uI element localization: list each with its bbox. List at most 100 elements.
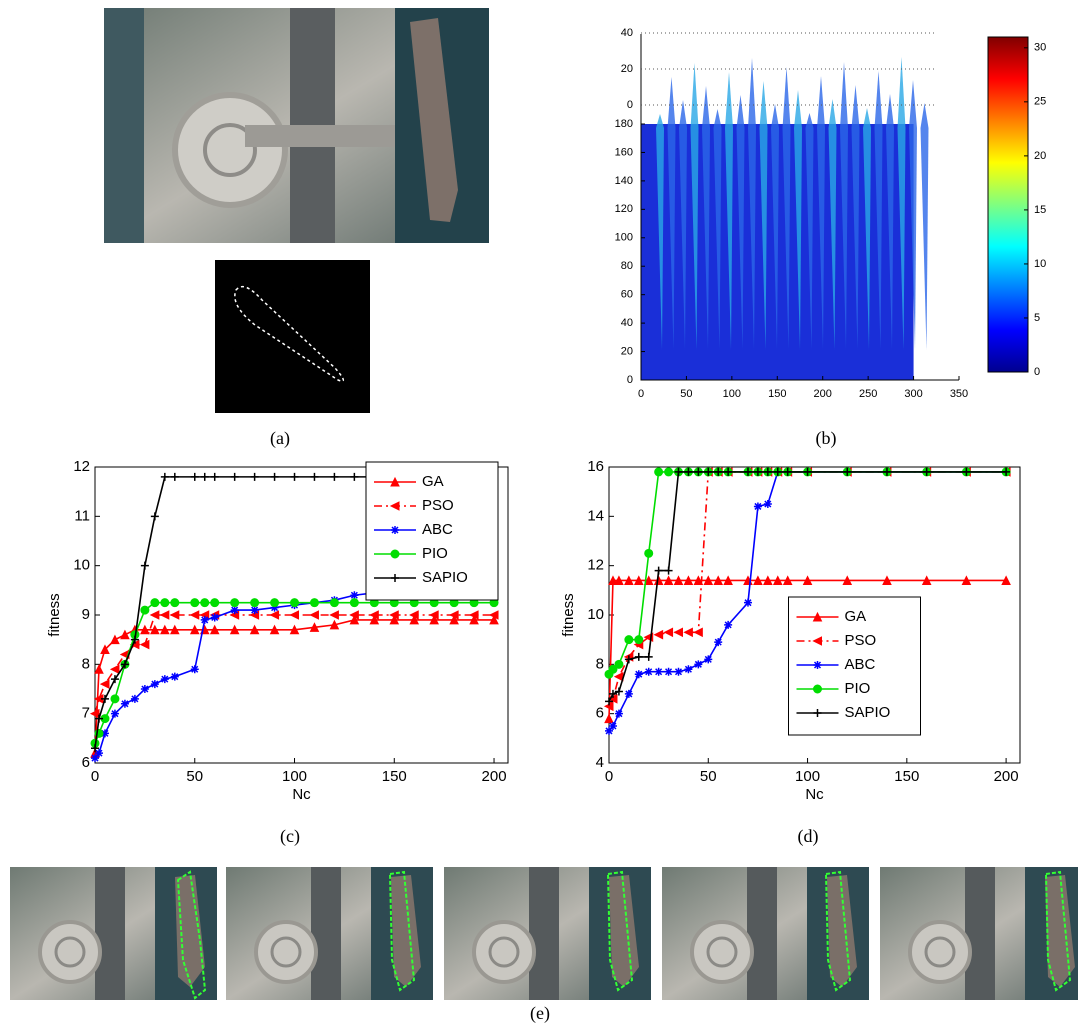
marker (150, 598, 160, 608)
legend-marker (391, 526, 399, 534)
marker (210, 613, 219, 622)
marker (704, 655, 713, 664)
x-tick-label: 200 (482, 768, 507, 785)
z-tick-label: 20 (621, 63, 633, 75)
legend-marker (389, 501, 400, 511)
surface-peaks (656, 114, 664, 350)
marker (270, 598, 280, 608)
marker (653, 629, 664, 640)
x-tick-label: 200 (814, 388, 832, 400)
legend-label: PIO (845, 680, 871, 697)
marker (782, 575, 793, 585)
marker (614, 659, 624, 669)
marker (94, 714, 103, 723)
marker (634, 635, 644, 645)
marker (170, 672, 179, 681)
marker (289, 624, 300, 635)
marker (200, 598, 210, 608)
marker (249, 624, 260, 635)
marker (614, 687, 623, 696)
marker (210, 472, 219, 481)
marker (200, 472, 209, 481)
marker (693, 627, 703, 638)
marker (608, 722, 617, 730)
marker (694, 467, 703, 476)
marker (614, 709, 623, 718)
marker (449, 614, 459, 625)
marker (624, 575, 634, 585)
marker (624, 655, 633, 664)
marker (309, 598, 319, 608)
marker (921, 575, 932, 585)
legend-marker (813, 709, 822, 717)
marker (663, 575, 674, 585)
marker (140, 624, 150, 635)
marker (605, 726, 613, 735)
marker (843, 467, 852, 476)
marker (683, 627, 693, 638)
marker (684, 467, 693, 476)
legend-label: PSO (845, 632, 877, 649)
marker (723, 575, 733, 585)
surface-peaks (886, 94, 894, 350)
x-tick-label: 0 (605, 768, 613, 785)
marker (673, 627, 683, 638)
result-images (8, 865, 1078, 1002)
y-tick-label: 6 (596, 705, 604, 722)
surface-peaks (713, 109, 722, 350)
marker (120, 629, 130, 640)
x-tick-label: 100 (282, 768, 307, 785)
marker (664, 667, 673, 676)
legend-label: ABC (845, 656, 876, 673)
marker (922, 467, 931, 476)
legend-marker (391, 574, 399, 582)
x-tick-label: 250 (859, 388, 877, 400)
marker (230, 598, 240, 608)
marker (209, 624, 220, 635)
x-tick-label: 150 (768, 388, 786, 400)
marker (634, 670, 643, 679)
y-axis-label: fitness (560, 593, 577, 636)
marker (644, 548, 654, 558)
marker (140, 685, 149, 693)
legend-marker (390, 549, 400, 559)
marker (614, 575, 624, 585)
marker (89, 708, 100, 719)
marker (694, 660, 703, 669)
marker (190, 472, 199, 481)
surface-peaks (679, 100, 687, 350)
marker (663, 627, 674, 638)
x-tick-label: 300 (904, 388, 922, 400)
marker (329, 610, 339, 620)
colorbar (987, 36, 1029, 373)
surface-peaks (863, 108, 871, 350)
marker (269, 610, 280, 620)
marker (150, 624, 160, 635)
marker (100, 644, 110, 655)
y-axis-label: fitness (46, 593, 63, 636)
surface-peaks (920, 103, 929, 350)
marker (773, 467, 782, 476)
marker (753, 467, 762, 476)
marker (802, 575, 813, 585)
marker (250, 606, 259, 615)
y-tick-label: 12 (587, 557, 604, 574)
x-axis-label: Nc (805, 786, 824, 803)
marker (724, 467, 733, 476)
surface-peaks (748, 58, 756, 350)
colorbar-tick-label: 0 (1034, 366, 1040, 378)
x-tick-label: 200 (994, 768, 1019, 785)
z-tick-label: 40 (621, 27, 633, 39)
x-tick-label: 100 (795, 768, 820, 785)
colorbar-tick-label: 25 (1034, 96, 1046, 108)
surface-peaks (817, 76, 825, 350)
marker (703, 575, 714, 585)
marker (349, 598, 359, 608)
y-tick-label: 40 (621, 317, 633, 329)
marker (91, 744, 99, 753)
marker (160, 624, 170, 635)
marker (250, 598, 260, 608)
marker (389, 614, 400, 625)
marker (200, 615, 209, 624)
y-tick-label: 14 (587, 507, 604, 524)
